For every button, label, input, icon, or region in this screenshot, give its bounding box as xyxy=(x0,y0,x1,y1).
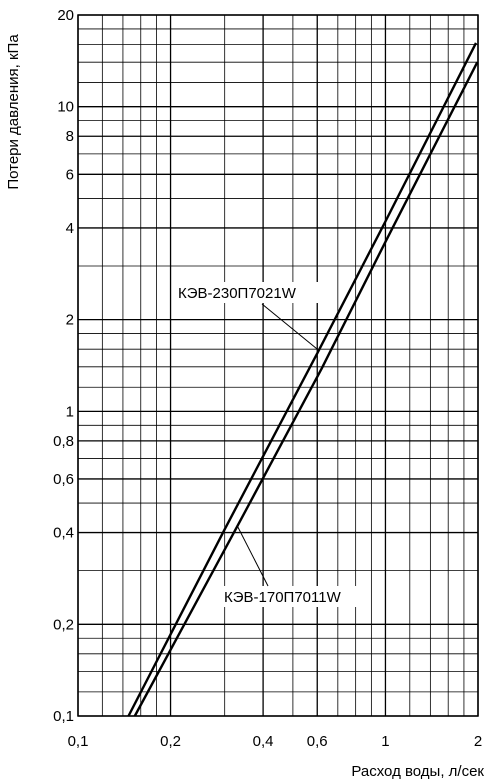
series-label-background xyxy=(220,586,370,607)
series-label-background xyxy=(174,282,324,303)
series-layer: КЭВ-230П7021W КЭВ-170П7011W xyxy=(127,42,479,717)
plot-frame xyxy=(77,14,479,717)
series-leader-line xyxy=(261,303,318,350)
y-axis-title: Потери давления, кПа xyxy=(5,34,22,190)
y-tick-label: 0,4 xyxy=(53,525,74,542)
grid xyxy=(77,14,479,717)
y-tick-label: 6 xyxy=(66,166,74,183)
y-tick-label: 1 xyxy=(66,403,74,420)
x-tick-label: 0,6 xyxy=(307,733,328,750)
x-tick-label: 1 xyxy=(381,733,389,750)
y-tick-label: 8 xyxy=(66,128,74,145)
tick-labels: 0,1 0,2 0,4 0,6 1 2 0,1 0,2 0,4 0,6 0,8 1 2 4 6 8 10 20 xyxy=(53,7,482,750)
x-tick-label: 0,2 xyxy=(160,733,181,750)
series-line xyxy=(127,42,478,717)
x-tick-label: 2 xyxy=(474,733,482,750)
y-tick-label: 0,6 xyxy=(53,471,74,488)
y-tick-label: 0,8 xyxy=(53,433,74,450)
series-label: КЭВ-230П7021W xyxy=(178,285,297,302)
y-tick-label: 0,1 xyxy=(53,708,74,725)
y-tick-label: 20 xyxy=(57,7,74,24)
y-tick-label: 10 xyxy=(57,99,74,116)
y-tick-label: 2 xyxy=(66,312,74,329)
y-tick-label: 4 xyxy=(66,220,74,237)
x-tick-label: 0,4 xyxy=(253,733,274,750)
series-leader-line xyxy=(236,525,269,587)
series-line xyxy=(133,61,479,717)
x-axis-title: Расход воды, л/сек xyxy=(351,763,484,780)
y-tick-label: 0,2 xyxy=(53,616,74,633)
series-label: КЭВ-170П7011W xyxy=(224,589,342,606)
x-tick-label: 0,1 xyxy=(68,733,89,750)
